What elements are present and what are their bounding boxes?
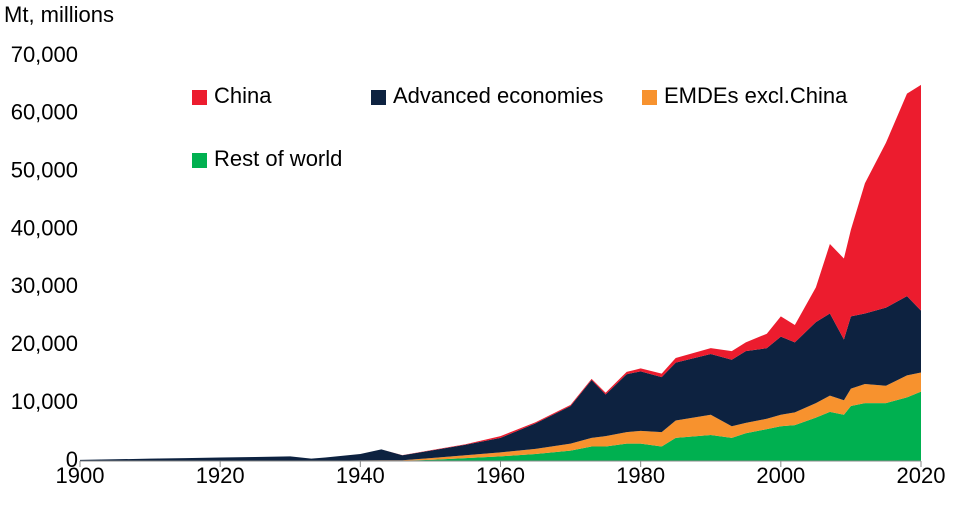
legend-swatch — [642, 90, 657, 105]
y-tick-label: 50,000 — [11, 158, 78, 183]
y-tick-label: 60,000 — [11, 100, 78, 125]
y-tick-label: 10,000 — [11, 389, 78, 414]
legend-label: China — [214, 83, 272, 108]
legend-label: Advanced economies — [393, 83, 603, 108]
y-tick-label: 30,000 — [11, 273, 78, 298]
legend-label: EMDEs excl.China — [664, 83, 848, 108]
area — [80, 391, 921, 461]
x-tick-label: 1940 — [336, 463, 385, 488]
y-tick-label: 70,000 — [11, 42, 78, 67]
legend-swatch — [192, 153, 207, 168]
legend-swatch — [192, 90, 207, 105]
y-tick-label: 0 — [66, 447, 78, 472]
x-tick-label: 2020 — [897, 463, 946, 488]
y-axis-label: Mt, millions — [4, 2, 114, 27]
y-tick-label: 40,000 — [11, 215, 78, 240]
legend-label: Rest of world — [214, 146, 342, 171]
x-tick-label: 1920 — [196, 463, 245, 488]
x-tick-label: 1900 — [56, 463, 105, 488]
x-tick-label: 1980 — [616, 463, 665, 488]
area — [80, 296, 921, 461]
y-tick-label: 20,000 — [11, 331, 78, 356]
x-tick-label: 2000 — [756, 463, 805, 488]
legend-swatch — [371, 90, 386, 105]
x-tick-label: 1960 — [476, 463, 525, 488]
